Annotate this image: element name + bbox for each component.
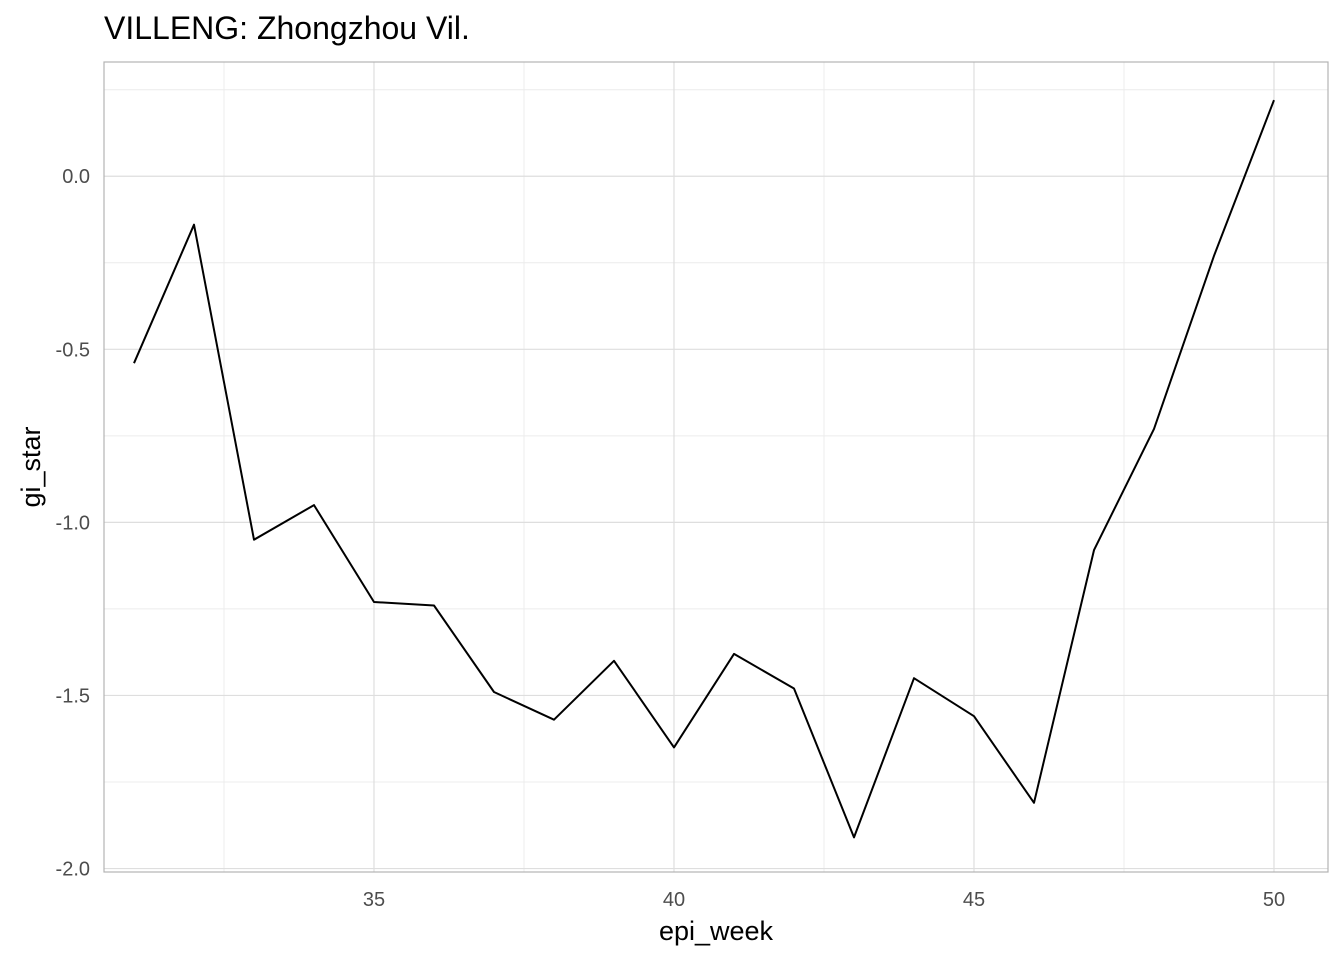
y-axis-title: gi_star [16, 426, 46, 507]
y-tick-label: -1.0 [56, 512, 90, 534]
series-line [133, 99, 1275, 839]
x-tick-label: 50 [1263, 889, 1285, 911]
panel-border [103, 61, 1329, 873]
series-layer [133, 99, 1275, 839]
grid-minor-lines [104, 62, 1328, 872]
x-tick-label: 40 [663, 889, 685, 911]
y-tick-label: -0.5 [56, 339, 90, 361]
y-tick-label: 0.0 [62, 166, 90, 188]
y-tick-label: -1.5 [56, 685, 90, 707]
x-axis-title: epi_week [659, 916, 774, 946]
x-axis-ticks: 35 40 45 50 [363, 889, 1285, 911]
y-axis-ticks: -2.0 -1.5 -1.0 -0.5 0.0 [56, 166, 90, 880]
y-tick-label: -2.0 [56, 859, 90, 881]
x-tick-label: 35 [363, 889, 385, 911]
grid-major-lines [104, 62, 1328, 872]
chart-title: VILLENG: Zhongzhou Vil. [104, 10, 470, 46]
x-tick-label: 45 [963, 889, 985, 911]
